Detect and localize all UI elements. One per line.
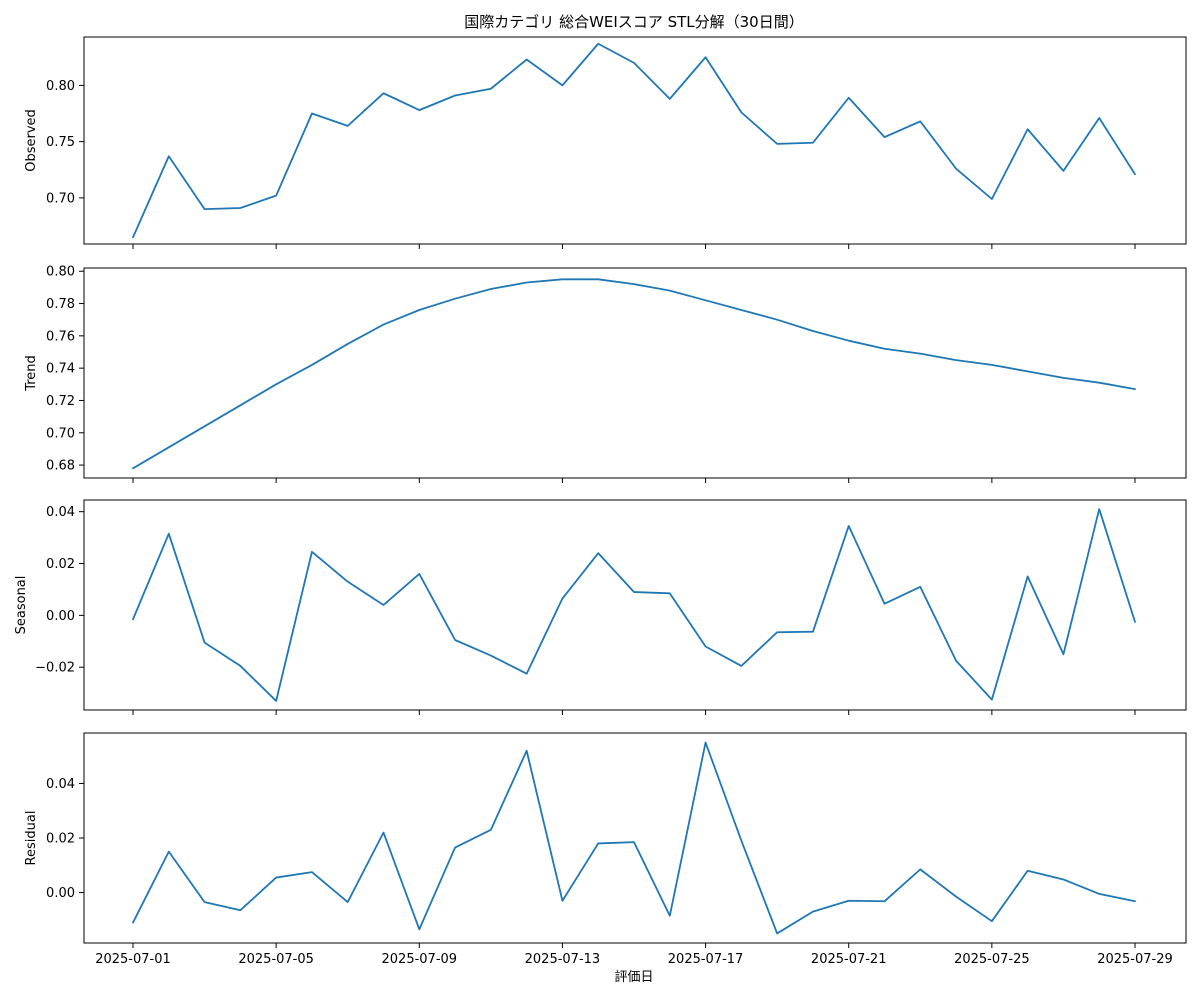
y-tick-label-seasonal: 0.04	[46, 505, 75, 520]
x-tick-label: 2025-07-01	[95, 952, 171, 967]
figure-title: 国際カテゴリ 総合WEIスコア STL分解（30日間）	[464, 13, 803, 31]
y-axis-label-seasonal: Seasonal	[14, 576, 29, 635]
x-tick-label: 2025-07-13	[525, 952, 601, 967]
y-tick-label-trend: 0.70	[46, 426, 75, 441]
y-tick-label-observed: 0.80	[46, 79, 75, 94]
panel-residual: 0.00 0.02 0.04 Residual 2025-07-01 2025-07-05…	[24, 732, 1187, 967]
y-tick-label-trend: 0.78	[46, 297, 75, 312]
panel-seasonal: −0.02 0.00 0.02 0.04 Seasonal	[14, 499, 1187, 715]
y-tick-label-observed: 0.70	[46, 191, 75, 206]
y-tick-label-residual: 0.04	[46, 777, 75, 792]
panel-seasonal-frame	[83, 499, 1187, 711]
y-axis-label-residual: Residual	[24, 811, 39, 866]
series-line-trend	[132, 278, 1136, 470]
x-tick-label: 2025-07-09	[382, 952, 458, 967]
x-tick-label: 2025-07-05	[238, 952, 314, 967]
y-tick-label-trend: 0.80	[46, 265, 75, 280]
y-tick-label-seasonal: −0.02	[35, 661, 75, 676]
panel-observed-frame	[83, 36, 1187, 245]
x-axis-label: 評価日	[614, 970, 653, 985]
x-tick-label: 2025-07-29	[1097, 952, 1173, 967]
y-tick-label-seasonal: 0.00	[46, 609, 75, 624]
series-line-observed	[132, 42, 1136, 239]
x-tick-label: 2025-07-21	[811, 952, 887, 967]
panel-observed: 0.70 0.75 0.80 Observed	[24, 36, 1187, 249]
y-tick-label-residual: 0.00	[46, 886, 75, 901]
series-line-seasonal	[132, 508, 1136, 702]
y-tick-label-trend: 0.68	[46, 459, 75, 474]
y-tick-label-observed: 0.75	[46, 135, 75, 150]
panel-trend: 0.68 0.70 0.72 0.74 0.76 0.78 0.80 Trend	[24, 265, 1187, 483]
y-tick-label-seasonal: 0.02	[46, 557, 75, 572]
y-axis-label-trend: Trend	[24, 355, 39, 392]
y-tick-label-residual: 0.02	[46, 832, 75, 847]
x-tick-label: 2025-07-25	[954, 952, 1030, 967]
series-line-residual	[132, 741, 1136, 935]
y-axis-label-observed: Observed	[24, 109, 39, 172]
y-tick-label-trend: 0.74	[46, 362, 75, 377]
x-tick-label: 2025-07-17	[668, 952, 744, 967]
y-tick-label-trend: 0.72	[46, 394, 75, 409]
panel-residual-frame	[83, 732, 1187, 944]
panels-group: 0.70 0.75 0.80 Observed 0.68 0.70 0.72 0.74 0.76…	[14, 36, 1187, 967]
y-tick-label-trend: 0.76	[46, 329, 75, 344]
panel-trend-frame	[83, 267, 1187, 479]
